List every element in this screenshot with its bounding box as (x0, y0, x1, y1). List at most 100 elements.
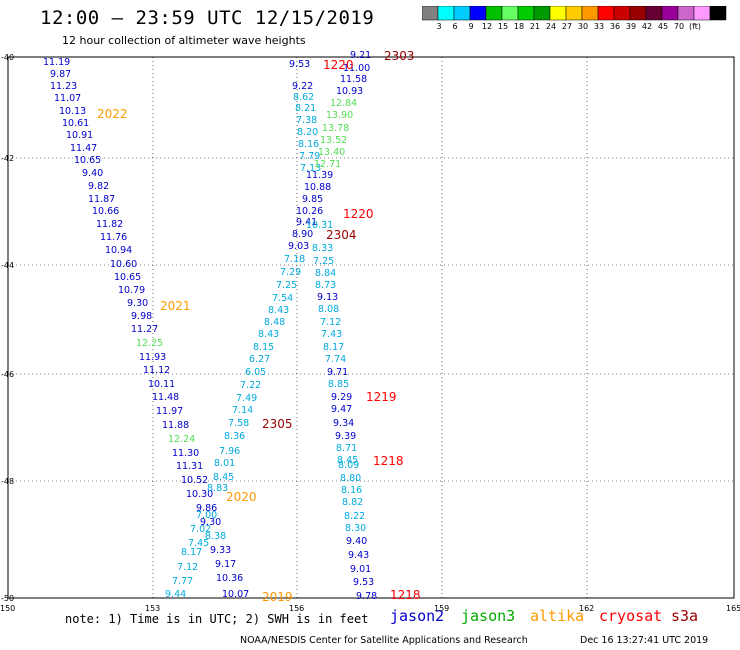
wave-height-value: 7.43 (321, 329, 343, 340)
pass-time-label: 1218 (373, 454, 404, 468)
wave-height-value: 7.12 (320, 317, 342, 328)
wave-height-value: 7.54 (272, 293, 294, 304)
wave-height-value: 12.71 (314, 159, 342, 170)
wave-height-value: 7.25 (276, 280, 298, 291)
wave-height-value: 8.01 (214, 458, 236, 469)
colorbar-label: 3 (436, 22, 442, 31)
wave-height-value: 8.43 (258, 329, 280, 340)
wave-height-value: 7.49 (236, 393, 258, 404)
colorbar-label: 70 (673, 22, 685, 31)
wave-height-value: 10.07 (222, 589, 250, 600)
credit-line: NOAA/NESDIS Center for Satellite Applica… (240, 635, 528, 646)
wave-height-value: 9.40 (82, 168, 104, 179)
wave-height-value: 12.24 (168, 434, 196, 445)
wave-height-value: 7.13 (300, 163, 322, 174)
wave-height-value: 9.22 (292, 81, 314, 92)
wave-height-value: 8.16 (341, 485, 363, 496)
wave-height-value: 9.86 (196, 503, 218, 514)
wave-height-value: 9.43 (348, 550, 370, 561)
pass-time-label: 1220 (343, 207, 374, 221)
wave-height-value: 7.02 (190, 524, 212, 535)
wave-height-value: 11.97 (156, 406, 184, 417)
wave-height-value: 13.78 (322, 123, 350, 134)
wave-height-value: 9.34 (333, 418, 355, 429)
wave-height-value: 8.33 (312, 243, 334, 254)
wave-height-value: 13.90 (326, 110, 354, 121)
wave-height-value: 11.48 (152, 392, 180, 403)
wave-height-value: 9.44 (165, 589, 187, 600)
wave-height-value: 13.52 (320, 135, 348, 146)
wave-height-value: 11.30 (172, 448, 200, 459)
wave-height-value: 11.58 (340, 74, 368, 85)
wave-height-value: 10.36 (216, 573, 244, 584)
wave-height-value: 10.88 (304, 182, 332, 193)
wave-height-value: 10.65 (114, 272, 142, 283)
wave-height-value: 8.48 (264, 317, 286, 328)
wave-height-value: 8.90 (292, 229, 314, 240)
footer-note: note: 1) Time is in UTC; 2) SWH is in fe… (65, 612, 369, 626)
colorbar-label: 24 (545, 22, 557, 31)
wave-height-value: 7.14 (232, 405, 254, 416)
latitude-label: -42 (1, 154, 15, 163)
wave-height-value: 8.21 (295, 103, 317, 114)
pass-time-label: 1218 (390, 588, 421, 602)
wave-height-value: 8.36 (224, 431, 246, 442)
wave-height-value: 10.52 (181, 475, 209, 486)
wave-height-value: 7.74 (325, 354, 347, 365)
wave-height-value: 11.31 (176, 461, 204, 472)
wave-height-value: 10.11 (148, 379, 176, 390)
pass-time-label: 2019 (262, 590, 293, 604)
wave-height-value: 9.13 (317, 292, 339, 303)
wave-height-value: 11.39 (306, 170, 334, 181)
page-subtitle: 12 hour collection of altimeter wave hei… (62, 34, 306, 47)
pass-time-label: 1219 (366, 390, 397, 404)
longitude-label: 162 (579, 604, 595, 613)
colorbar-label: 45 (657, 22, 669, 31)
wave-height-value: 9.33 (210, 545, 232, 556)
wave-height-value: 9.53 (353, 577, 375, 588)
wave-height-value: 11.07 (54, 93, 82, 104)
wave-height-value: 10.13 (59, 106, 87, 117)
wave-height-value: 9.85 (302, 194, 324, 205)
wave-height-value: 11.27 (131, 324, 159, 335)
wave-height-value: 11.12 (143, 365, 171, 376)
wave-height-value: 9.40 (346, 536, 368, 547)
wave-height-value: 8.62 (293, 92, 315, 103)
wave-height-value: 11.87 (88, 194, 116, 205)
wave-height-value: 11.23 (50, 81, 78, 92)
wave-height-value: 7.96 (219, 446, 241, 457)
wave-height-value: 9.41 (296, 217, 318, 228)
colorbar-label: 33 (593, 22, 605, 31)
wave-height-value: 8.08 (318, 304, 340, 315)
longitude-label: 150 (0, 604, 16, 613)
wave-height-value: 9.29 (331, 392, 353, 403)
map-border (7, 56, 735, 599)
colorbar-label: 18 (513, 22, 525, 31)
colorbar-label: 30 (577, 22, 589, 31)
wave-height-value: 11.00 (343, 63, 371, 74)
satellite-legend-cryosat: cryosat (599, 607, 663, 625)
colorbar-label: 6 (452, 22, 458, 31)
wave-height-value: 11.88 (162, 420, 190, 431)
pass-time-label: 2304 (326, 228, 357, 242)
latitude-label: -44 (1, 261, 15, 270)
colorbar-label: 12 (481, 22, 493, 31)
wave-height-value: 8.84 (315, 268, 337, 279)
wave-height-value: 8.16 (298, 139, 320, 150)
wave-height-value: 7.77 (172, 576, 194, 587)
wave-height-value: 8.45 (337, 455, 359, 466)
colorbar-label: 9 (468, 22, 474, 31)
wave-height-value: 11.19 (43, 57, 71, 68)
wave-height-value: 8.30 (345, 523, 367, 534)
pass-time-label: 2020 (226, 490, 257, 504)
wave-height-value: 11.76 (100, 232, 128, 243)
wave-height-value: 10.26 (296, 206, 324, 217)
wave-height-value: 8.17 (181, 547, 203, 558)
colorbar-label: 39 (625, 22, 637, 31)
wave-height-value: 6.05 (245, 367, 267, 378)
wave-height-value: 9.53 (289, 59, 311, 70)
latitude-label: -48 (1, 477, 15, 486)
wave-height-value: 8.71 (336, 443, 358, 454)
wave-height-value: 7.12 (177, 562, 199, 573)
